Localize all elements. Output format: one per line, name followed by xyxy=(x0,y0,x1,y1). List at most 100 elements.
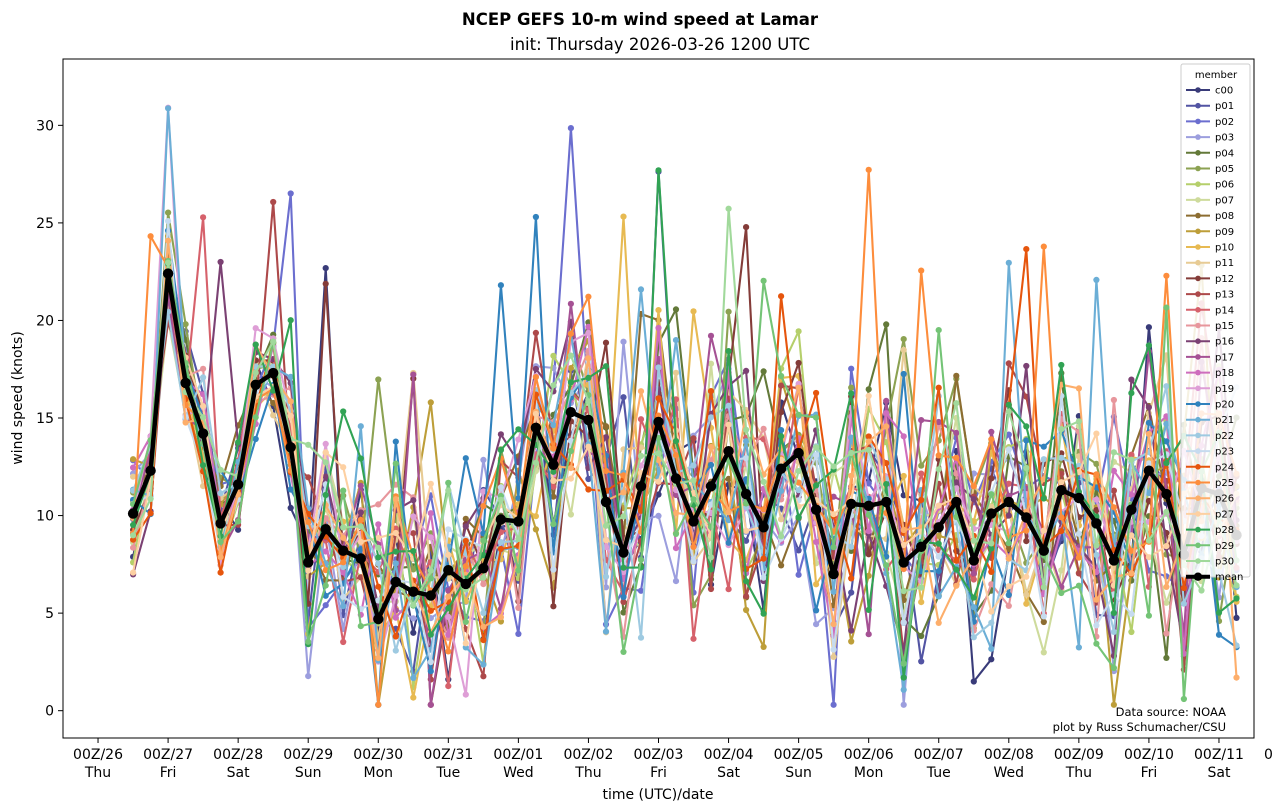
member-point-p11 xyxy=(778,516,785,523)
member-point-p26 xyxy=(567,465,575,472)
member-point-p19 xyxy=(480,488,487,495)
member-point-p30 xyxy=(497,496,504,503)
member-point-p13 xyxy=(778,382,785,389)
member-point-p15 xyxy=(1005,602,1012,610)
x-tick-day: Wed xyxy=(503,765,534,781)
member-point-p26 xyxy=(217,554,224,561)
member-point-p30 xyxy=(305,441,312,448)
member-point-p30 xyxy=(1163,508,1170,515)
member-point-p04 xyxy=(883,321,890,328)
legend-label: p15 xyxy=(1215,321,1234,332)
mean-point xyxy=(670,473,682,484)
member-point-p28 xyxy=(515,426,522,433)
member-point-p24 xyxy=(988,568,995,576)
mean-point xyxy=(162,268,174,279)
member-point-p11 xyxy=(900,346,907,353)
legend-label: p20 xyxy=(1215,400,1234,411)
member-point-p30 xyxy=(515,535,522,543)
member-point-p29 xyxy=(900,660,907,667)
member-point-p02 xyxy=(637,587,645,594)
member-point-p15 xyxy=(375,501,382,508)
member-point-p08 xyxy=(953,372,960,379)
member-point-p20 xyxy=(707,461,715,469)
member-point-p05 xyxy=(918,462,925,469)
legend-item-p17: p17 xyxy=(1186,352,1234,363)
member-point-p16 xyxy=(1005,512,1012,519)
member-point-p23 xyxy=(165,218,172,225)
member-point-p26 xyxy=(865,438,872,445)
legend-item-p21: p21 xyxy=(1186,415,1234,426)
member-point-p18 xyxy=(900,433,907,440)
y-tick-label: 10 xyxy=(36,509,54,525)
legend-label: mean xyxy=(1215,572,1243,583)
member-point-p22 xyxy=(707,414,715,421)
member-point-p28 xyxy=(1040,495,1047,502)
member-point-p27 xyxy=(935,502,942,509)
x-tick-day: Sat xyxy=(717,765,740,781)
member-point-p16 xyxy=(322,473,329,480)
member-point-p15 xyxy=(515,604,522,612)
legend-item-p09: p09 xyxy=(1186,227,1234,238)
member-point-p30 xyxy=(918,584,925,591)
legend-item-p24: p24 xyxy=(1186,462,1234,473)
mean-point xyxy=(846,498,857,510)
x-axis: 00Z/26 Thu 00Z/27 Fri 00Z/28 Sat 00Z/29 Sun 00Z/… xyxy=(73,738,1273,781)
member-point-p07 xyxy=(707,360,715,367)
member-point-p26 xyxy=(165,237,172,244)
member-point-p24 xyxy=(760,555,767,562)
member-point-p28 xyxy=(953,566,960,573)
member-point-p28 xyxy=(655,167,662,174)
member-point-p29 xyxy=(305,638,312,645)
member-point-p26 xyxy=(340,534,347,541)
member-point-p11 xyxy=(988,503,995,510)
x-tick-label: 00Z/28 xyxy=(213,747,263,763)
member-point-c00 xyxy=(970,678,977,685)
member-point-p28 xyxy=(602,363,610,370)
legend-item-p22: p22 xyxy=(1186,431,1234,442)
member-point-p30 xyxy=(602,522,610,529)
mean-point xyxy=(513,516,524,527)
member-point-p30 xyxy=(953,400,960,407)
member-point-p30 xyxy=(848,449,855,457)
member-point-p24 xyxy=(462,537,469,545)
mean-point xyxy=(898,557,909,568)
member-point-p07 xyxy=(1163,599,1170,606)
member-point-p21 xyxy=(550,422,557,429)
member-point-p28 xyxy=(357,455,364,462)
member-point-p01 xyxy=(743,537,750,544)
member-point-p18 xyxy=(427,510,434,517)
legend-swatch-marker xyxy=(1195,464,1201,470)
member-point-p03 xyxy=(655,512,662,520)
legend-label: p25 xyxy=(1215,478,1234,489)
member-point-p26 xyxy=(900,526,907,534)
member-point-p05 xyxy=(165,209,172,216)
member-point-p21 xyxy=(778,487,785,494)
member-point-p28 xyxy=(392,548,399,555)
member-point-p18 xyxy=(883,410,890,417)
member-point-p27 xyxy=(200,403,207,410)
member-point-p30 xyxy=(410,601,417,608)
member-point-p22 xyxy=(848,543,855,550)
member-point-p30 xyxy=(795,468,802,475)
legend-swatch-marker xyxy=(1195,165,1201,172)
member-point-p22 xyxy=(795,487,802,494)
member-point-p03 xyxy=(620,338,627,345)
member-point-p22 xyxy=(200,374,207,381)
member-point-p21 xyxy=(410,674,417,682)
member-point-p15 xyxy=(1110,396,1117,404)
legend-item-p12: p12 xyxy=(1186,274,1234,285)
member-point-p17 xyxy=(445,587,452,594)
mean-point xyxy=(1143,465,1155,476)
member-point-p28 xyxy=(813,482,820,489)
y-tick-label: 15 xyxy=(36,411,54,427)
mean-point xyxy=(408,586,419,597)
member-point-p25 xyxy=(620,472,627,479)
mean-point xyxy=(933,522,944,533)
chart-title: NCEP GEFS 10-m wind speed at Lamar xyxy=(462,10,819,29)
member-point-p30 xyxy=(357,523,364,530)
legend-label: p02 xyxy=(1215,117,1234,128)
legend-label: p24 xyxy=(1215,462,1234,473)
member-point-p27 xyxy=(655,478,662,485)
member-point-p03 xyxy=(602,584,610,591)
member-point-p27 xyxy=(1145,554,1152,561)
